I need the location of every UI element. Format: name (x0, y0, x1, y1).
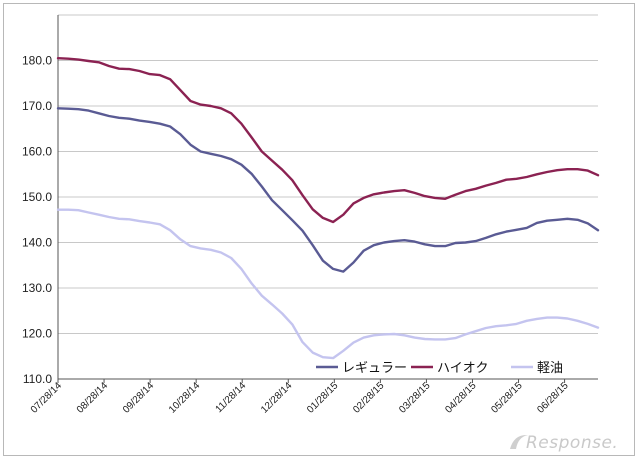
y-axis-ticks: 110.0 120.0 130.0 140.0 150.0 160.0 170.0 180.0 (22, 54, 52, 387)
series-line (56, 208, 600, 360)
response-logo: Response. (510, 433, 618, 453)
logo-swoosh-icon (510, 434, 528, 449)
y-tick-label: 160.0 (22, 145, 52, 159)
y-tick-label: 120.0 (22, 327, 52, 341)
x-tick-label: 01/28/15 (305, 380, 341, 416)
series-lines (56, 57, 600, 360)
y-tick-label: 110.0 (23, 372, 52, 386)
chart-frame (3, 3, 635, 456)
y-tick-label: 170.0 (22, 99, 52, 113)
y-tick-label: 130.0 (22, 281, 52, 295)
x-tick-label: 11/28/14 (214, 380, 249, 415)
y-tick-label: 140.0 (22, 236, 52, 250)
x-tick-label: 09/28/14 (121, 380, 157, 416)
legend-label: 軽油 (537, 360, 563, 375)
legend-label: ハイオク (437, 360, 488, 375)
y-tick-label: 180.0 (22, 54, 52, 68)
x-tick-label: 08/28/14 (75, 380, 111, 416)
x-axis-ticks: 07/28/14 08/28/14 09/28/14 10/28/14 11/28/14… (29, 379, 571, 416)
x-tick-label: 02/28/15 (351, 380, 387, 416)
x-tick-label: 06/28/15 (535, 380, 571, 416)
axes (57, 15, 598, 380)
y-tick-label: 150.0 (22, 190, 52, 204)
x-tick-label: 03/28/15 (397, 380, 433, 416)
x-tick-label: 10/28/14 (167, 380, 203, 416)
x-tick-label: 12/28/14 (259, 380, 295, 416)
x-tick-label: 04/28/15 (443, 380, 479, 416)
x-tick-label: 05/28/15 (489, 380, 525, 416)
legend-label: レギュラー (342, 360, 407, 375)
series-line (56, 107, 600, 273)
logo-text: Response. (526, 433, 618, 453)
series-line (56, 57, 600, 224)
legend: レギュラー ハイオク 軽油 (316, 360, 563, 375)
